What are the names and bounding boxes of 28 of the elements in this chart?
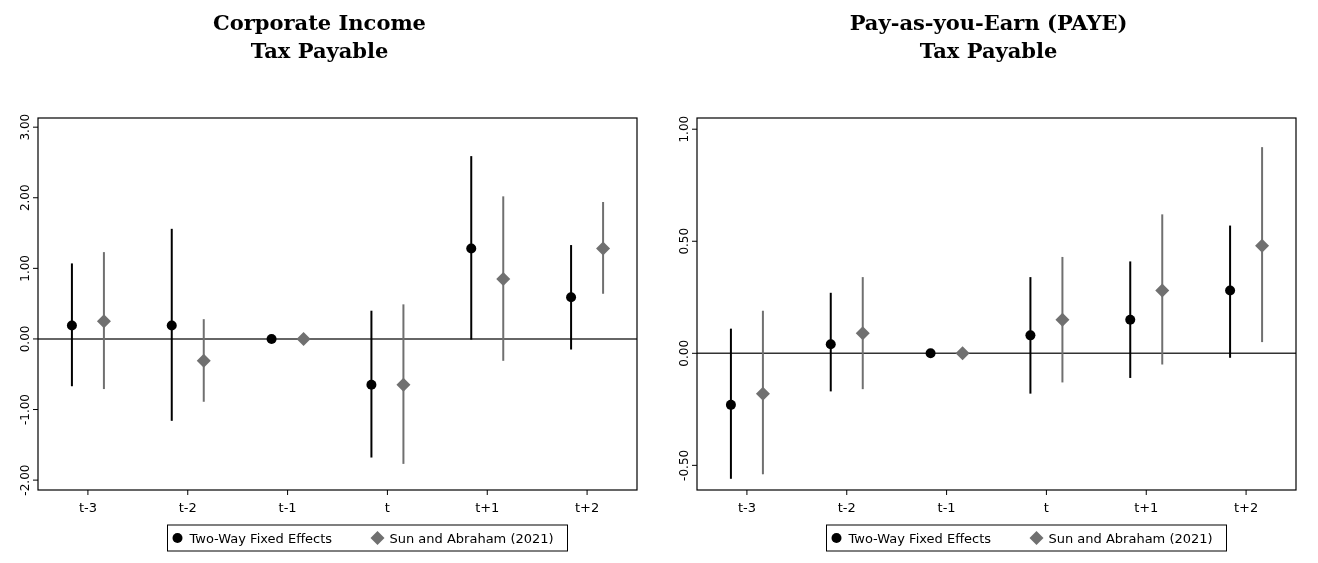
y-tick-label: 3.00 (18, 113, 32, 141)
y-tick-label: 0.00 (677, 339, 691, 367)
x-tick-label: t-1 (937, 500, 956, 515)
y-tick-label: 1.00 (677, 115, 691, 143)
y-tick-label: 1.00 (18, 254, 32, 282)
x-tick-label: t-3 (737, 500, 756, 515)
legend-label: Sun and Abraham (2021) (1048, 531, 1213, 546)
x-tick-label: t+2 (574, 500, 600, 515)
x-tick-label: t-2 (837, 500, 856, 515)
chart-title: Pay-as-you-Earn (PAYE) Tax Payable (849, 10, 1128, 63)
y-tick-label: -1.00 (18, 394, 32, 426)
y-tick-label: -0.50 (677, 449, 691, 481)
x-tick-label: t-2 (178, 500, 197, 515)
legend-label: Two-Way Fixed Effects (847, 531, 992, 546)
x-tick-label: t+2 (1233, 500, 1259, 515)
x-tick-label: t+1 (1134, 500, 1159, 515)
chart-title: Corporate Income Tax Payable (213, 10, 426, 63)
y-tick-label: -2.00 (18, 464, 32, 496)
y-tick-label: 2.00 (18, 184, 32, 212)
x-tick-label: t (1043, 500, 1049, 515)
x-tick-label: t+1 (475, 500, 500, 515)
y-tick-label: 0.00 (18, 325, 32, 353)
x-tick-label: t-3 (78, 500, 97, 515)
y-tick-label: 0.50 (677, 227, 691, 255)
legend-label: Sun and Abraham (2021) (389, 531, 554, 546)
legend-label: Two-Way Fixed Effects (188, 531, 333, 546)
x-tick-label: t-1 (278, 500, 297, 515)
x-tick-label: t (384, 500, 390, 515)
